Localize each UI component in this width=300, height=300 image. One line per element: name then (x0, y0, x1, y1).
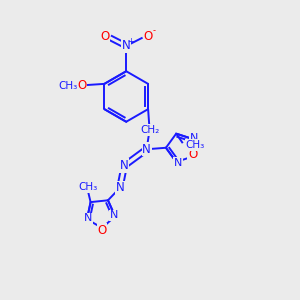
Text: CH₃: CH₃ (78, 182, 97, 192)
Text: N: N (142, 143, 151, 156)
Text: CH₃: CH₃ (186, 140, 205, 150)
Text: N: N (84, 213, 93, 223)
Text: N: N (116, 182, 124, 194)
Text: CH₂: CH₂ (140, 125, 159, 135)
Text: O: O (188, 148, 197, 161)
Text: N: N (173, 158, 182, 168)
Text: +: + (128, 37, 134, 46)
Text: -: - (152, 27, 155, 36)
Text: N: N (190, 133, 199, 143)
Text: CH₃: CH₃ (58, 81, 77, 91)
Text: N: N (122, 40, 130, 52)
Text: O: O (143, 30, 152, 43)
Text: N: N (110, 210, 118, 220)
Text: O: O (100, 30, 109, 43)
Text: O: O (77, 79, 87, 92)
Text: O: O (98, 224, 107, 237)
Text: N: N (120, 159, 129, 172)
